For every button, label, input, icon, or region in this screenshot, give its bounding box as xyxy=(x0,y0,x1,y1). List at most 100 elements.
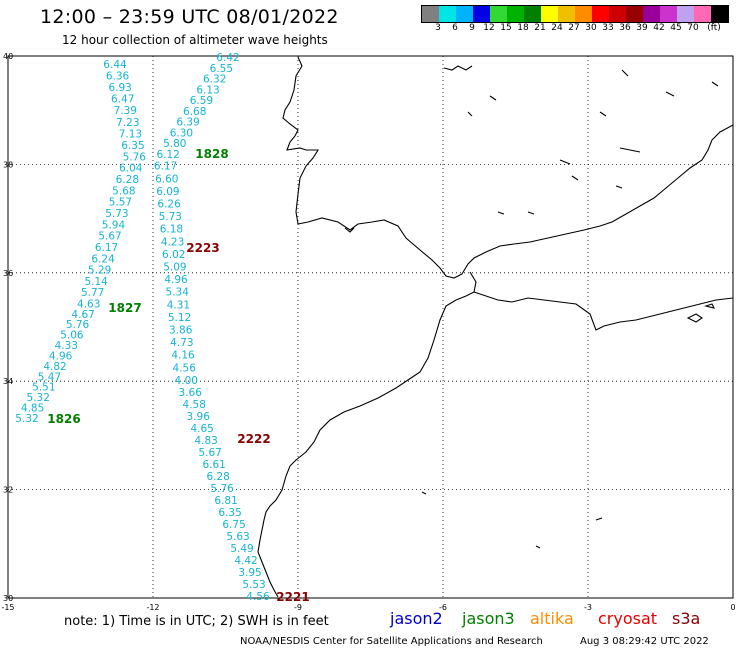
pass-time-labels: 1828 2223 1827 1826 2222 2221 xyxy=(47,147,309,604)
wave-height-label: 6.42 xyxy=(216,52,239,64)
scale-swatch xyxy=(439,6,456,22)
wave-height-label: 4.58 xyxy=(183,399,206,411)
lat-tick-label: 34 xyxy=(3,377,13,386)
scale-swatch xyxy=(609,6,626,22)
scale-swatch xyxy=(694,6,711,22)
wave-height-label: 5.76 xyxy=(66,319,90,331)
scale-swatch xyxy=(643,6,660,22)
wave-height-label: 5.80 xyxy=(163,138,186,150)
scale-label: 12 xyxy=(483,23,495,33)
wave-height-label: 5.32 xyxy=(15,413,38,425)
wave-height-label: 6.60 xyxy=(155,173,178,185)
wave-height-label: 5.53 xyxy=(242,579,265,591)
satellite-legend-item: jason3 xyxy=(462,609,515,628)
scale-swatch xyxy=(558,6,575,22)
satellite-legend-item: s3a xyxy=(672,609,701,628)
wave-height-label: 4.56 xyxy=(173,362,197,374)
footer-note: note: 1) Time is in UTC; 2) SWH is in fe… xyxy=(64,614,329,629)
scale-label: 45 xyxy=(670,23,682,33)
wave-height-label: 7.13 xyxy=(119,128,142,140)
wave-height-label: 4.82 xyxy=(43,361,66,373)
pass-time-label: 2221 xyxy=(276,590,309,604)
wave-height-label: 5.06 xyxy=(60,330,84,342)
wave-height-label: 4.00 xyxy=(175,375,198,387)
wave-height-label: 3.95 xyxy=(238,567,261,579)
lat-tick-label: 32 xyxy=(3,486,13,495)
scale-swatch xyxy=(473,6,490,22)
wave-height-label: 4.96 xyxy=(49,350,73,362)
scale-label: (ft) xyxy=(707,23,721,33)
wave-height-label: 4.33 xyxy=(55,340,78,352)
scale-swatch xyxy=(490,6,507,22)
wave-height-label: 5.94 xyxy=(102,219,126,231)
satellite-legend-item: jason2 xyxy=(390,609,443,628)
color-scale-labels: 3 6 9 12 15 18 21 24 27 30 33 36 39 42 45 70 (ft) xyxy=(421,23,740,35)
lon-tick-label: 0 xyxy=(730,603,735,612)
scale-label: 70 xyxy=(687,23,699,33)
lat-tick-label: 38 xyxy=(3,160,13,169)
scale-swatch xyxy=(524,6,541,22)
wave-height-label: 6.75 xyxy=(222,519,245,531)
wave-height-label: 5.49 xyxy=(230,543,253,555)
wave-height-label: 4.65 xyxy=(190,423,213,435)
wave-height-label: 6.17 xyxy=(95,242,118,254)
scale-label: 6 xyxy=(452,23,458,33)
wave-height-label: 3.86 xyxy=(169,325,193,337)
wave-height-label: 4.67 xyxy=(71,309,94,321)
wave-height-label: 6.04 xyxy=(119,163,143,175)
satellite-legend-item: altika xyxy=(530,609,574,628)
pass-time-label: 1828 xyxy=(195,147,228,161)
wave-height-label: 5.73 xyxy=(105,208,128,220)
wave-height-label: 6.68 xyxy=(183,106,206,118)
footer-credit: NOAA/NESDIS Center for Satellite Applica… xyxy=(240,636,543,647)
scale-label: 39 xyxy=(636,23,648,33)
scale-label: 30 xyxy=(585,23,597,33)
wave-height-label: 6.35 xyxy=(218,507,241,519)
lat-tick-label: 30 xyxy=(3,594,13,603)
coastline xyxy=(257,56,734,598)
wave-height-label: 4.96 xyxy=(164,274,188,286)
wave-height-label: 5.73 xyxy=(159,211,182,223)
wave-height-label: 6.30 xyxy=(170,127,193,139)
footer-timestamp: Aug 3 08:29:42 UTC 2022 xyxy=(580,636,709,647)
wave-height-label: 6.59 xyxy=(190,95,213,107)
wave-height-label: 4.73 xyxy=(170,337,193,349)
scale-label: 42 xyxy=(653,23,665,33)
wave-height-label: 4.16 xyxy=(171,350,195,362)
scale-swatch xyxy=(507,6,524,22)
wave-height-label: 5.51 xyxy=(32,382,55,394)
wave-height-label: 6.13 xyxy=(196,84,219,96)
scale-label: 21 xyxy=(534,23,546,33)
wave-height-label: 5.67 xyxy=(198,447,221,459)
map-title: 12:00 – 23:59 UTC 08/01/2022 xyxy=(40,6,339,28)
wave-height-label: 4.85 xyxy=(21,403,44,415)
wave-height-label: 4.63 xyxy=(77,298,100,310)
wave-height-label: 6.02 xyxy=(162,249,185,261)
wave-height-label: 5.12 xyxy=(168,312,191,324)
pass-time-label: 1826 xyxy=(47,412,80,426)
lon-tick-label: -12 xyxy=(146,603,159,612)
wave-height-label: 6.32 xyxy=(203,74,226,86)
wave-height-label: 4.83 xyxy=(194,435,217,447)
wave-height-label: 6.28 xyxy=(116,174,139,186)
wave-height-label: 5.68 xyxy=(112,185,135,197)
wave-height-label: 5.76 xyxy=(123,151,147,163)
wave-height-label: 6.35 xyxy=(121,140,144,152)
wave-height-label: 6.28 xyxy=(206,471,229,483)
wave-height-label: 6.36 xyxy=(106,71,130,83)
wave-height-label: 5.29 xyxy=(88,265,111,277)
wave-height-label: 7.39 xyxy=(114,105,137,117)
wave-height-label: 4.42 xyxy=(234,555,257,567)
scale-swatch xyxy=(711,6,728,22)
scale-label: 15 xyxy=(500,23,512,33)
wave-height-label: 6.44 xyxy=(103,59,127,71)
scale-swatch xyxy=(677,6,694,22)
wave-height-label: 6.39 xyxy=(176,117,199,129)
scale-swatch xyxy=(575,6,592,22)
wave-height-label: 4.31 xyxy=(167,299,190,311)
wave-height-label: 3.96 xyxy=(187,411,211,423)
scale-swatch xyxy=(626,6,643,22)
wave-height-label: 6.47 xyxy=(111,94,134,106)
wave-height-label: 6.81 xyxy=(214,495,237,507)
